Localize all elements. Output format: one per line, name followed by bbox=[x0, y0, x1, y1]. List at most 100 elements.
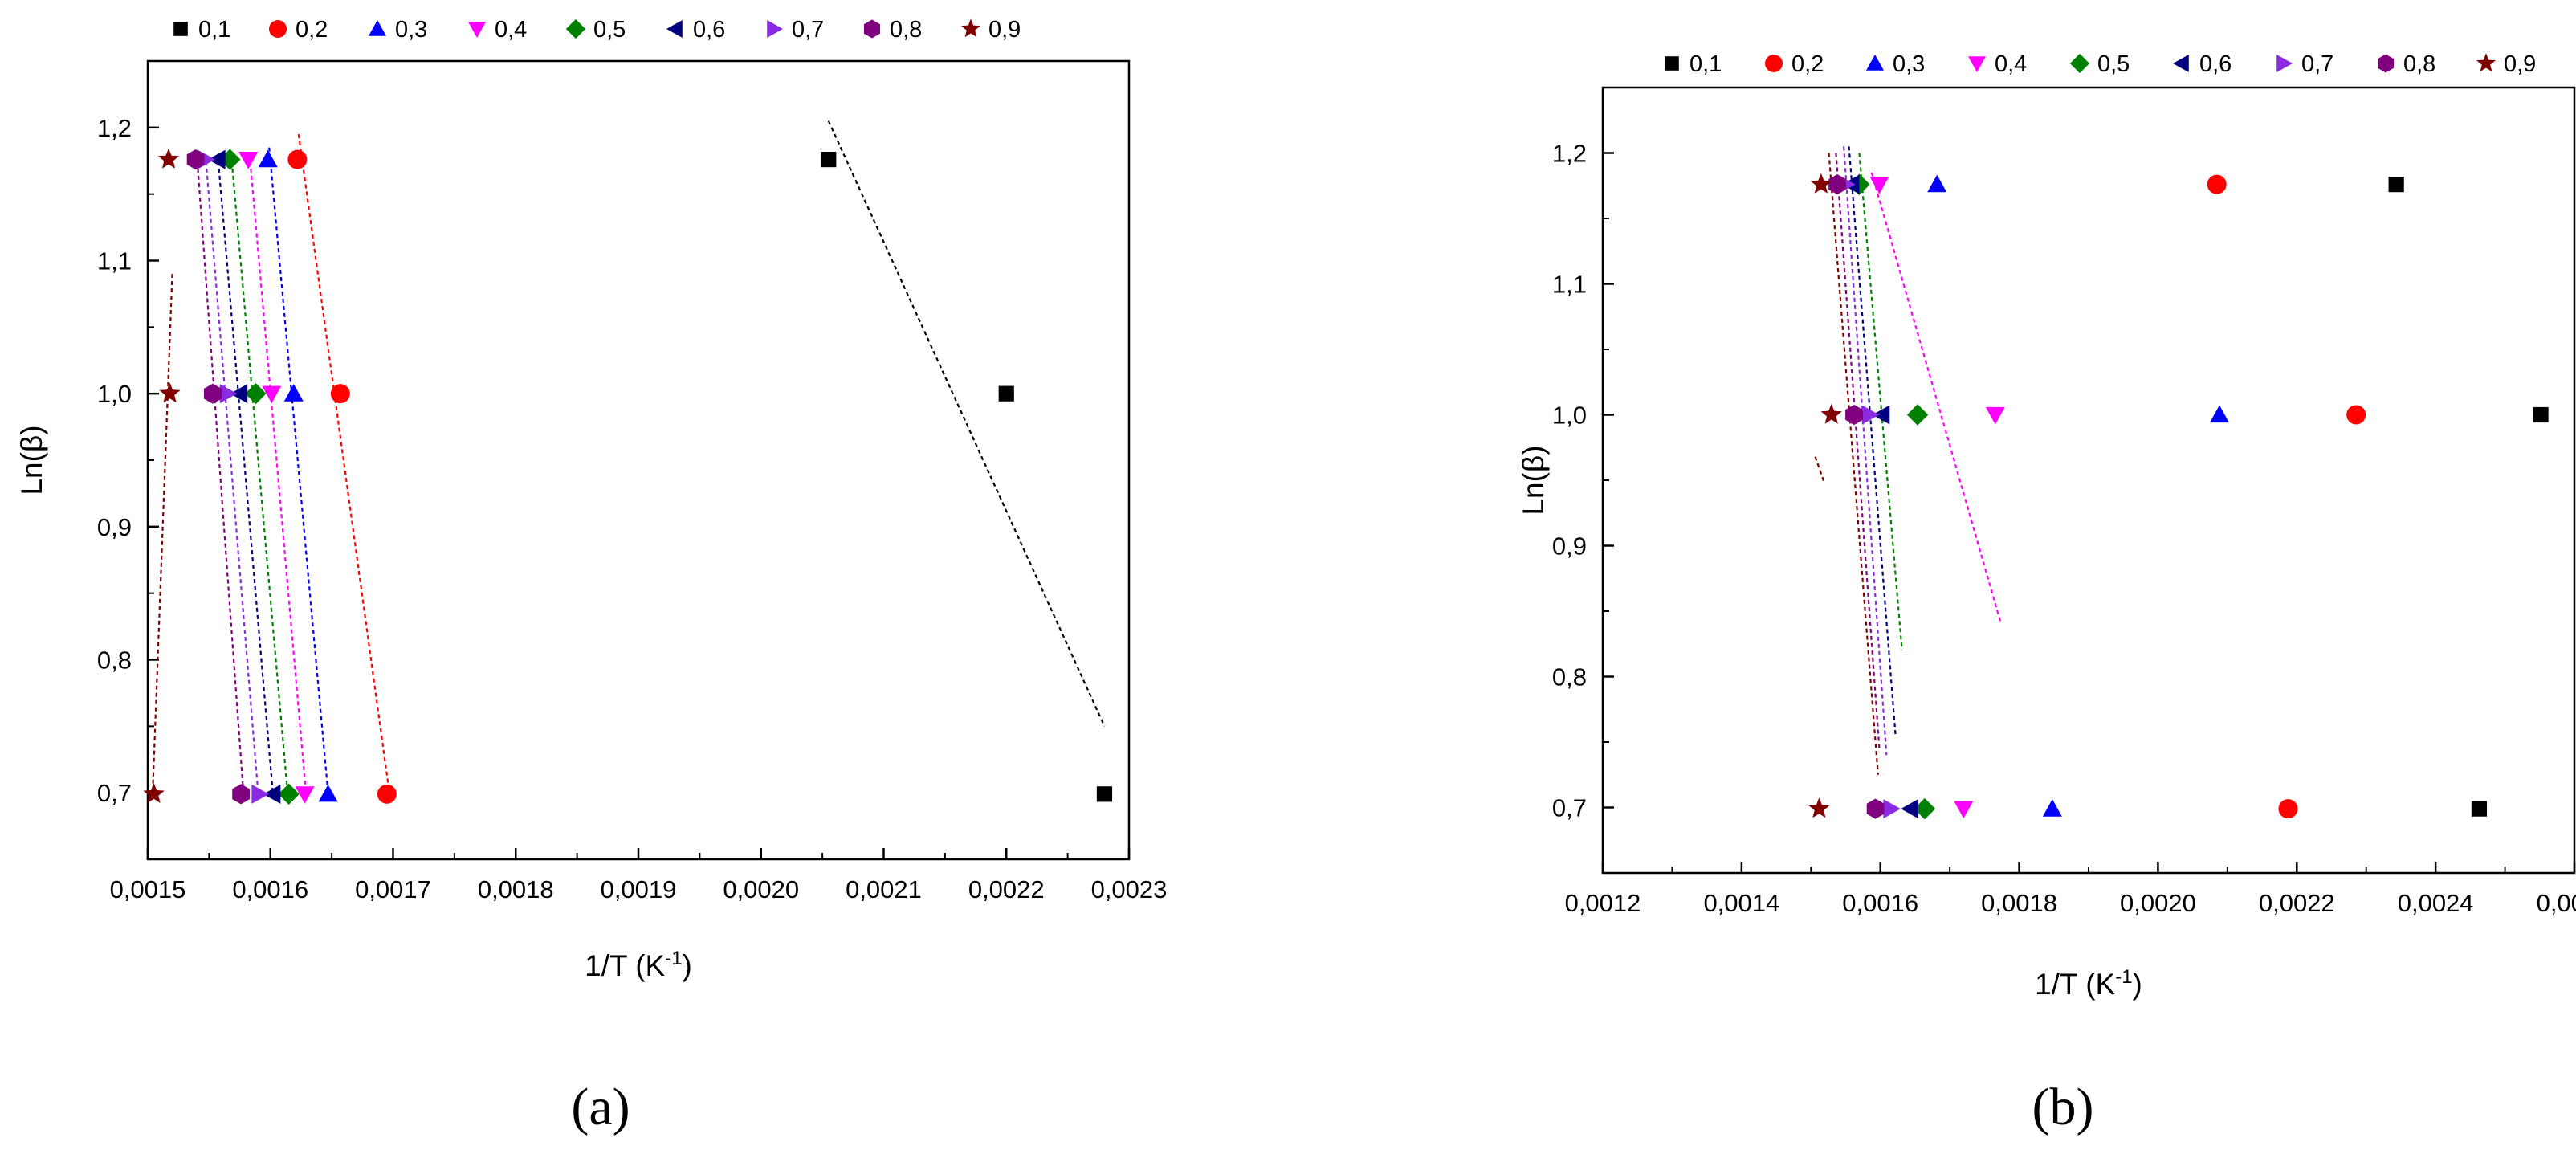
y-tick-label: 1,2 bbox=[1552, 140, 1587, 168]
legend-label-7: 0,7 bbox=[792, 17, 824, 43]
x-tick-label: 0,0024 bbox=[2398, 889, 2474, 917]
legend-marker-7 bbox=[2276, 55, 2293, 72]
x-tick-label: 0,0026 bbox=[2537, 889, 2576, 917]
legend-marker-3 bbox=[1866, 55, 1884, 71]
data-point-series-4 bbox=[295, 786, 315, 804]
data-point-series-8 bbox=[1828, 174, 1846, 195]
legend-label-4: 0,4 bbox=[1995, 51, 2027, 77]
x-tick-label: 0,0022 bbox=[2259, 889, 2335, 917]
data-point-series-8 bbox=[232, 784, 250, 805]
fit-line-5 bbox=[1858, 153, 1903, 650]
legend-marker-9 bbox=[961, 18, 980, 38]
x-axis-title-main: 1/T (K bbox=[2035, 968, 2115, 1001]
panel-label: (b) bbox=[2032, 1078, 2094, 1136]
x-axis-title-main: 1/T (K bbox=[585, 949, 665, 982]
x-tick-label: 0,0020 bbox=[723, 875, 799, 903]
fit-line-5 bbox=[230, 153, 289, 793]
legend-marker-2 bbox=[269, 20, 287, 38]
legend-marker-8 bbox=[2378, 54, 2394, 73]
data-point-series-5 bbox=[1906, 404, 1929, 426]
y-tick-label: 0,9 bbox=[97, 513, 132, 541]
x-axis-title-sup: -1 bbox=[665, 948, 682, 969]
data-point-series-9 bbox=[1820, 403, 1842, 424]
legend-marker-1 bbox=[1665, 56, 1679, 71]
fit-line-7 bbox=[1842, 146, 1888, 756]
x-tick-label: 0,0015 bbox=[110, 875, 186, 903]
data-point-series-7 bbox=[251, 784, 270, 804]
fit-line-7 bbox=[204, 153, 259, 793]
data-point-series-2 bbox=[2207, 174, 2227, 194]
x-axis-title-end: ) bbox=[683, 949, 692, 982]
x-tick-label: 0,0023 bbox=[1091, 875, 1168, 903]
data-point-series-3 bbox=[258, 149, 278, 168]
panel-label: (a) bbox=[571, 1078, 630, 1136]
legend-label-9: 0,9 bbox=[2504, 51, 2536, 77]
legend-label-5: 0,5 bbox=[2097, 51, 2130, 77]
legend-marker-4 bbox=[1968, 56, 1986, 72]
y-tick-label: 0,8 bbox=[1552, 663, 1587, 691]
legend-label-6: 0,6 bbox=[2199, 51, 2232, 77]
y-tick-label: 1,1 bbox=[97, 247, 132, 275]
data-point-series-3 bbox=[283, 384, 304, 402]
data-point-series-9 bbox=[159, 382, 181, 403]
fit-line-3 bbox=[268, 147, 329, 793]
x-axis-title: 1/T (K-1) bbox=[585, 948, 692, 982]
legend-marker-8 bbox=[864, 19, 880, 39]
x-axis-title-end: ) bbox=[2133, 968, 2142, 1001]
plot-frame bbox=[1601, 86, 2576, 875]
data-point-series-9 bbox=[157, 148, 180, 169]
data-point-series-1 bbox=[821, 151, 837, 168]
x-tick-label: 0,0014 bbox=[1703, 889, 1779, 917]
legend-marker-9 bbox=[2476, 53, 2496, 72]
fit-line-fragment bbox=[1814, 456, 1825, 483]
data-point-series-9 bbox=[1810, 173, 1832, 194]
data-point-series-4 bbox=[1985, 406, 2005, 425]
y-tick-label: 0,7 bbox=[1552, 794, 1587, 822]
data-point-series-7 bbox=[1883, 799, 1901, 819]
data-point-series-5 bbox=[1848, 173, 1870, 195]
legend-marker-1 bbox=[173, 22, 188, 36]
data-point-series-6 bbox=[1901, 799, 1918, 819]
fit-line-4 bbox=[248, 153, 308, 793]
data-point-series-5 bbox=[1914, 797, 1936, 820]
legend-label-3: 0,3 bbox=[395, 17, 427, 43]
data-point-series-3 bbox=[318, 784, 338, 802]
legend-marker-5 bbox=[565, 18, 586, 39]
y-tick-label: 1,0 bbox=[97, 380, 132, 408]
legend-label-3: 0,3 bbox=[1893, 51, 1925, 77]
fit-line-9 bbox=[1828, 153, 1879, 775]
x-tick-label: 0,0018 bbox=[478, 875, 554, 903]
data-point-series-5 bbox=[245, 382, 267, 405]
fit-line-9 bbox=[152, 274, 173, 793]
legend-label-1: 0,1 bbox=[198, 17, 230, 43]
legend-label-2: 0,2 bbox=[296, 17, 328, 43]
data-point-series-3 bbox=[2042, 799, 2062, 817]
x-tick-label: 0,0017 bbox=[355, 875, 431, 903]
data-point-series-8 bbox=[204, 383, 222, 404]
data-point-series-4 bbox=[1869, 177, 1889, 194]
data-point-series-3 bbox=[2209, 405, 2229, 423]
y-axis-title: Ln(β) bbox=[15, 425, 48, 495]
y-tick-label: 1,2 bbox=[97, 114, 132, 142]
fit-line-6 bbox=[1848, 146, 1897, 736]
y-tick-label: 0,7 bbox=[97, 779, 132, 807]
x-axis-title: 1/T (K-1) bbox=[2035, 966, 2142, 1001]
data-point-series-1 bbox=[2471, 801, 2488, 817]
fit-line-8 bbox=[1835, 153, 1881, 749]
fit-line-4 bbox=[1870, 172, 2003, 625]
data-point-series-2 bbox=[2346, 405, 2366, 425]
legend-label-4: 0,4 bbox=[495, 17, 527, 43]
x-tick-label: 0,0019 bbox=[601, 875, 677, 903]
data-point-series-9 bbox=[143, 783, 165, 803]
data-point-series-5 bbox=[278, 783, 300, 805]
y-tick-label: 0,9 bbox=[1552, 532, 1587, 561]
x-tick-label: 0,0016 bbox=[1842, 889, 1918, 917]
legend-marker-2 bbox=[1765, 55, 1783, 72]
data-point-series-3 bbox=[1927, 174, 1947, 193]
y-tick-label: 0,8 bbox=[97, 646, 132, 675]
legend-marker-5 bbox=[2069, 53, 2090, 74]
data-point-series-2 bbox=[287, 149, 308, 169]
data-point-series-4 bbox=[1954, 801, 1974, 819]
legend-label-7: 0,7 bbox=[2301, 51, 2333, 77]
